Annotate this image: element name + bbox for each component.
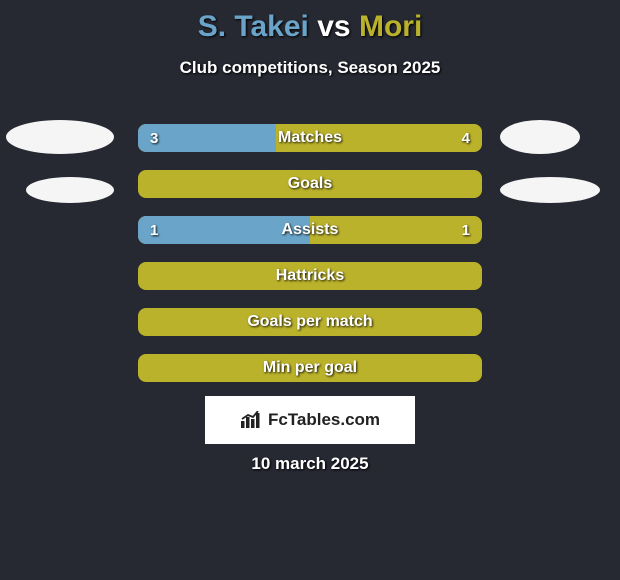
page-title: S. Takei vs Mori [0, 0, 620, 44]
stat-label: Min per goal [138, 354, 482, 382]
stat-row: Min per goal [0, 348, 620, 394]
stat-row: Goals per match [0, 302, 620, 348]
player1-avatar [6, 120, 114, 154]
date-text: 10 march 2025 [0, 454, 620, 474]
player2-avatar [500, 120, 580, 154]
subtitle: Club competitions, Season 2025 [0, 44, 620, 78]
player1-name: S. Takei [198, 10, 309, 43]
stat-bar: 11Assists [138, 216, 482, 244]
stat-row: 34Matches [0, 118, 620, 164]
stat-label: Goals [138, 170, 482, 198]
stat-bar: 34Matches [138, 124, 482, 152]
player1-avatar [26, 177, 114, 203]
player2-name: Mori [359, 10, 422, 43]
stat-label: Goals per match [138, 308, 482, 336]
stat-label: Assists [138, 216, 482, 244]
stat-bar: Hattricks [138, 262, 482, 290]
stat-bar: Goals per match [138, 308, 482, 336]
stat-label: Matches [138, 124, 482, 152]
stat-row: Hattricks [0, 256, 620, 302]
bar-chart-icon [240, 411, 262, 429]
vs-text: vs [317, 10, 350, 43]
stat-row: Goals [0, 164, 620, 210]
stat-bar: Goals [138, 170, 482, 198]
stat-row: 11Assists [0, 210, 620, 256]
player2-avatar [500, 177, 600, 203]
comparison-infographic: S. Takei vs Mori Club competitions, Seas… [0, 0, 620, 580]
stat-bar: Min per goal [138, 354, 482, 382]
stat-label: Hattricks [138, 262, 482, 290]
logo-text: FcTables.com [268, 410, 380, 430]
fctables-logo: FcTables.com [205, 396, 415, 444]
